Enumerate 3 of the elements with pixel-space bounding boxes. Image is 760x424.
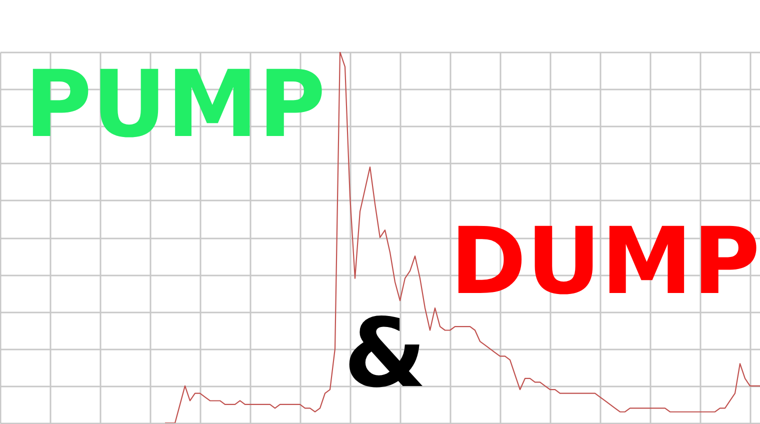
annotation: PUMP xyxy=(24,51,326,158)
annotation: DUMP xyxy=(450,208,760,315)
annotation: & xyxy=(344,299,426,409)
